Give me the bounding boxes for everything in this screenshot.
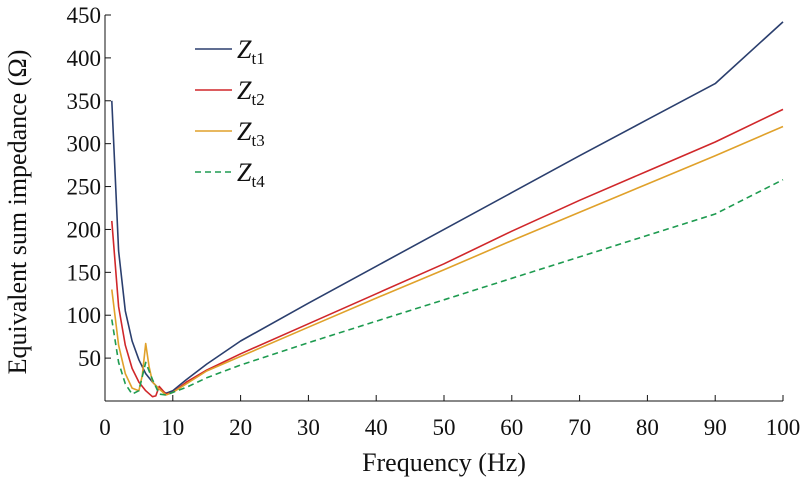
plot-area bbox=[111, 21, 784, 398]
legend-label-zt2: Zt2 bbox=[237, 76, 265, 109]
y-tick-label: 200 bbox=[67, 217, 102, 242]
x-tick-label: 90 bbox=[704, 415, 727, 440]
legend-label-zt3: Zt3 bbox=[237, 117, 265, 150]
y-tick-label: 450 bbox=[67, 3, 102, 28]
y-tick-label: 350 bbox=[67, 89, 102, 114]
x-tick-label: 100 bbox=[766, 415, 801, 440]
y-tick-label: 300 bbox=[67, 132, 102, 157]
y-tick-label: 100 bbox=[67, 303, 102, 328]
x-tick-label: 50 bbox=[433, 415, 456, 440]
series-line-zt4 bbox=[111, 178, 784, 396]
x-tick-label: 40 bbox=[365, 415, 388, 440]
x-tick-label: 80 bbox=[636, 415, 659, 440]
y-tick-label: 250 bbox=[67, 175, 102, 200]
y-axis-title: Equivalent sum impedance (Ω) bbox=[3, 50, 32, 375]
series-line-zt3 bbox=[111, 125, 784, 396]
legend-label-zt4: Zt4 bbox=[237, 158, 265, 191]
legend: Zt1 Zt2 Zt3 Zt4 bbox=[195, 35, 265, 191]
x-tick-label: 60 bbox=[500, 415, 523, 440]
y-tick-label: 50 bbox=[78, 346, 101, 371]
y-axis-ticks: 50 100 150 200 250 300 350 400 450 bbox=[67, 3, 111, 371]
x-tick-label: 70 bbox=[568, 415, 591, 440]
axes bbox=[104, 15, 783, 402]
y-tick-label: 400 bbox=[67, 46, 102, 71]
x-axis-title: Frequency (Hz) bbox=[362, 448, 526, 477]
x-axis-ticks: 0 10 20 30 40 50 60 70 80 90 100 bbox=[99, 395, 800, 440]
series-line-zt1 bbox=[111, 21, 784, 395]
series-line-zt2 bbox=[111, 108, 784, 398]
x-tick-label: 0 bbox=[99, 415, 111, 440]
legend-label-zt1: Zt1 bbox=[237, 35, 265, 68]
y-tick-label: 150 bbox=[67, 260, 102, 285]
x-tick-label: 20 bbox=[229, 415, 252, 440]
x-tick-label: 10 bbox=[161, 415, 184, 440]
x-tick-label: 30 bbox=[297, 415, 320, 440]
